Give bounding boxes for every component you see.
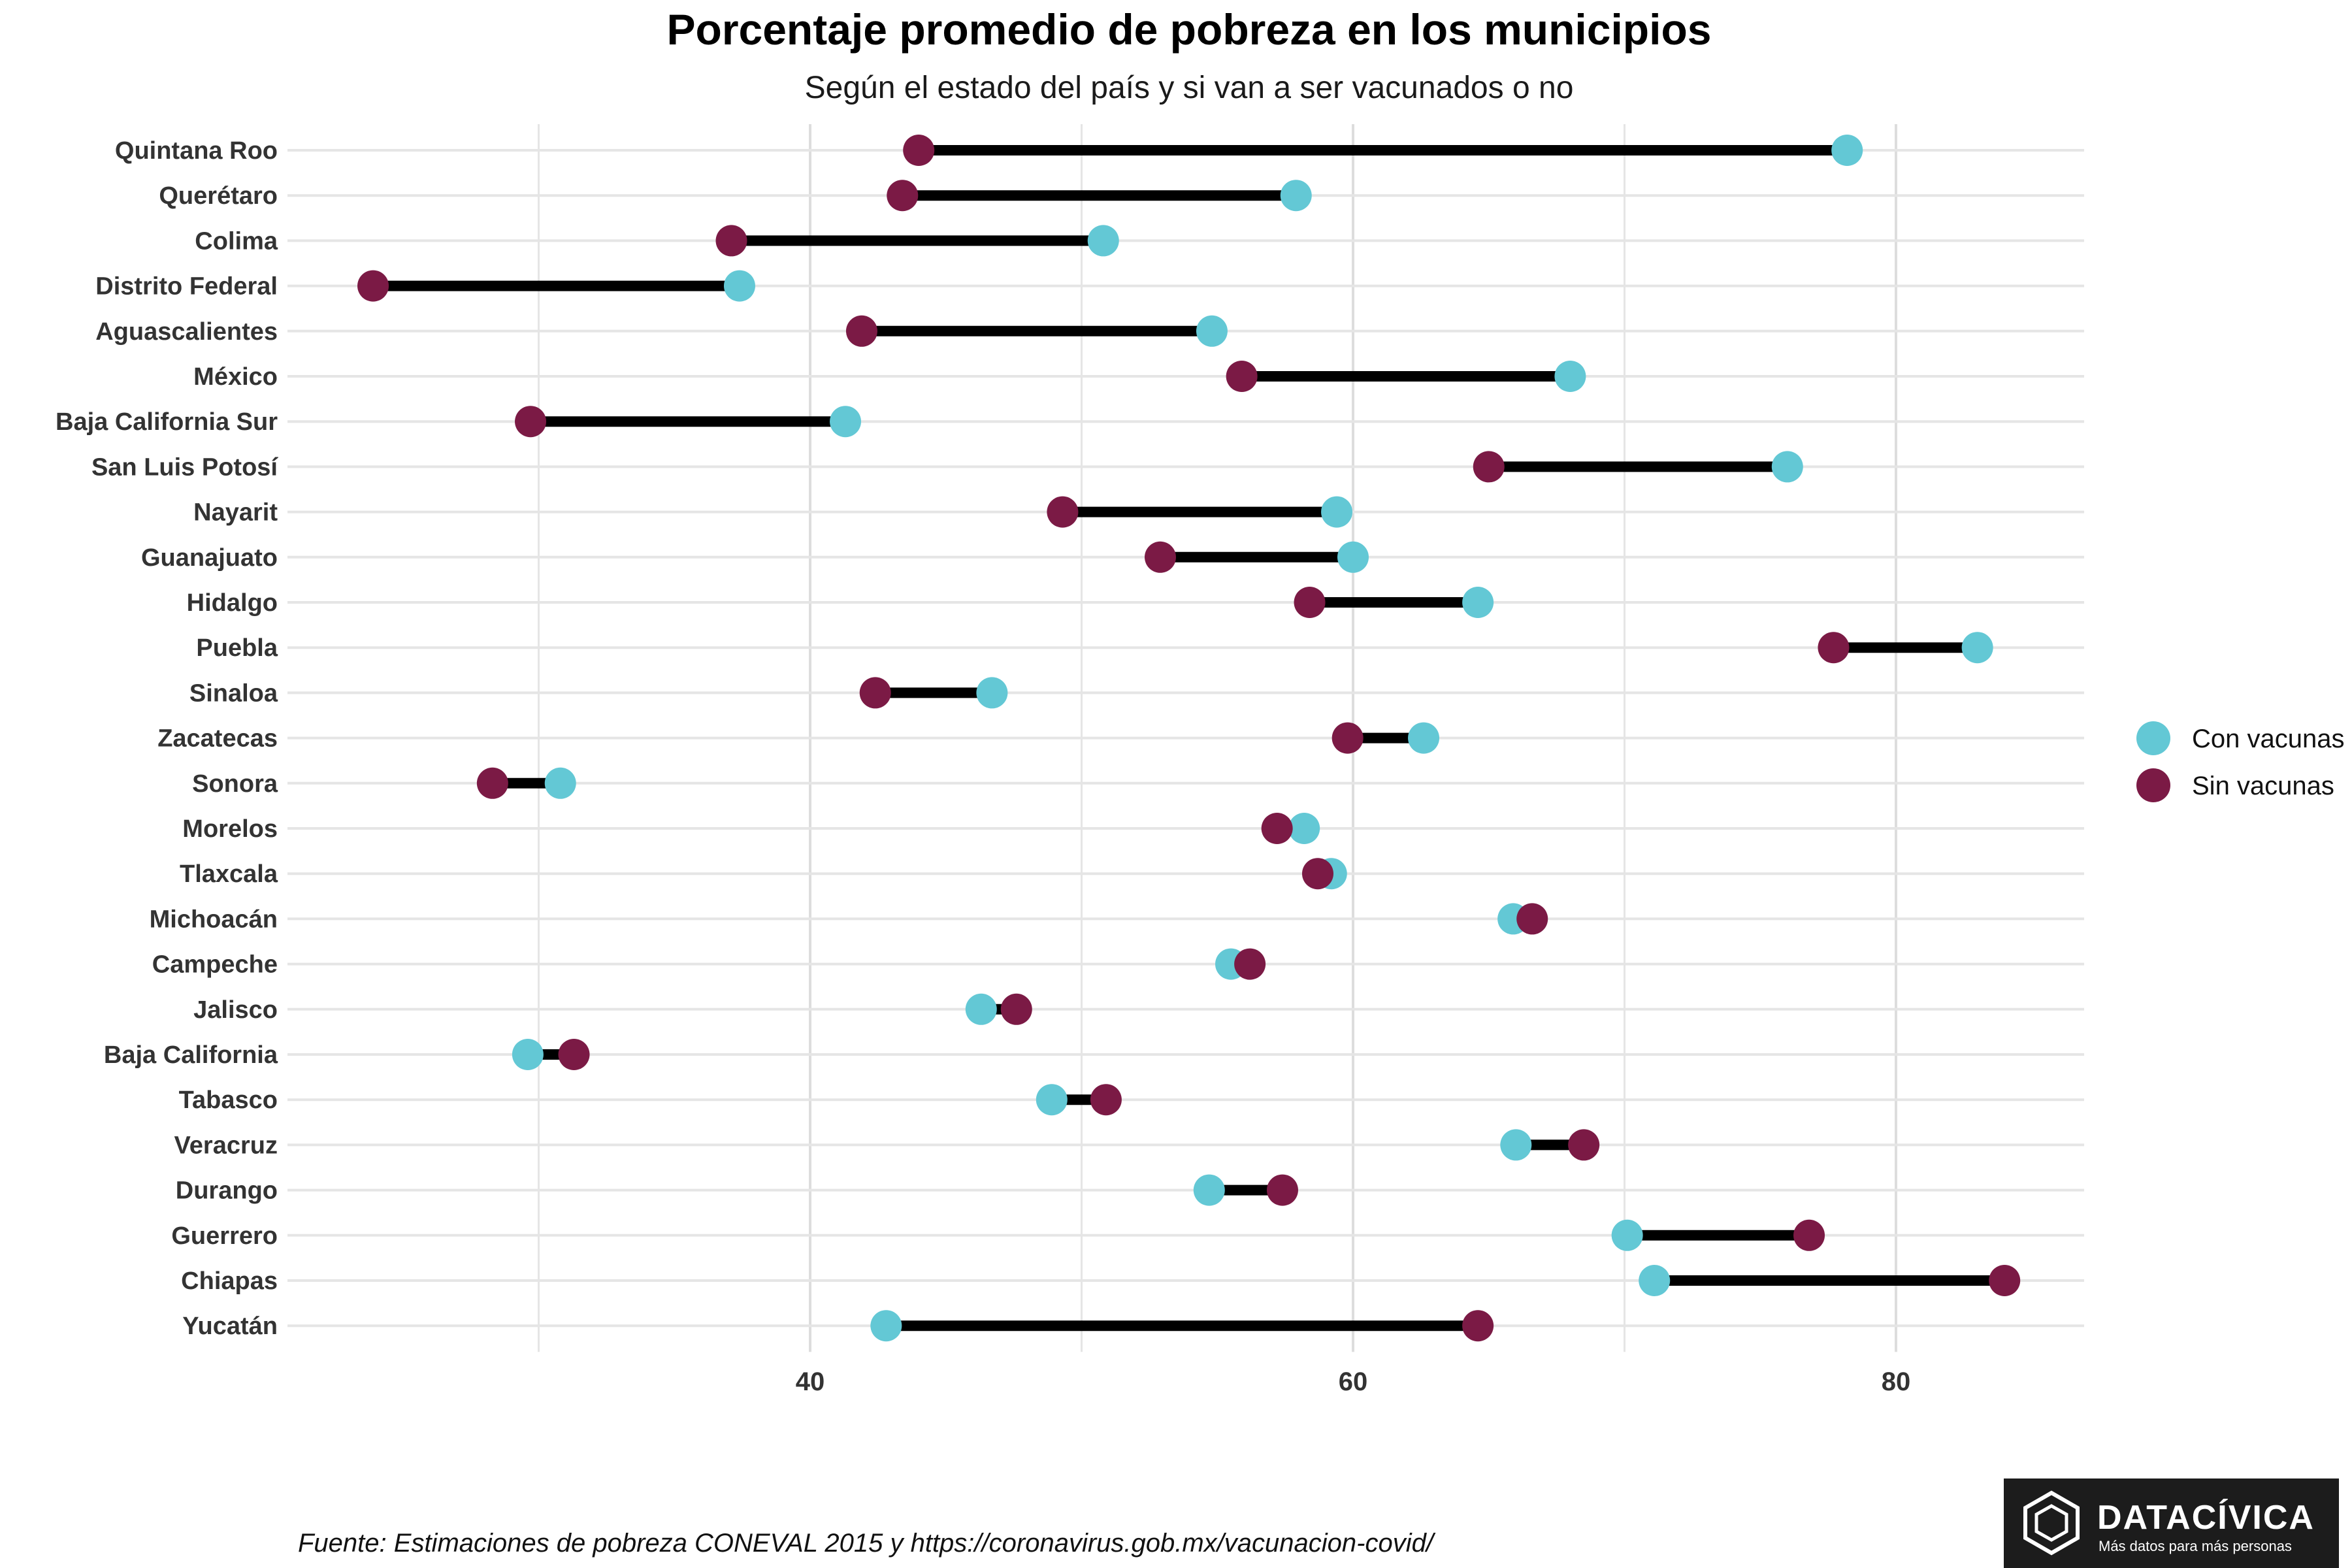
- y-tick-label: Guerrero: [171, 1222, 278, 1250]
- point-sin-vacunas: [1144, 541, 1176, 573]
- point-sin-vacunas: [1261, 813, 1293, 844]
- dumbbell-points: [357, 135, 2021, 1342]
- point-con-vacunas: [512, 1039, 544, 1070]
- gridlines: [287, 124, 2084, 1352]
- point-con-vacunas: [1961, 632, 1993, 664]
- chart-title: Porcentaje promedio de pobreza en los mu…: [667, 5, 1712, 54]
- y-tick-label: Guanajuato: [141, 544, 278, 572]
- point-con-vacunas: [1554, 361, 1586, 392]
- legend-dot-sin-vacunas: [2136, 768, 2170, 802]
- point-con-vacunas: [1337, 541, 1369, 573]
- y-tick-label: Quintana Roo: [115, 137, 278, 165]
- y-tick-label: México: [193, 363, 278, 391]
- x-axis-labels: 40 60 80: [796, 1367, 1911, 1396]
- point-sin-vacunas: [1516, 903, 1548, 935]
- point-sin-vacunas: [715, 225, 747, 257]
- point-sin-vacunas: [1294, 587, 1326, 618]
- point-con-vacunas: [1193, 1174, 1225, 1206]
- y-tick-label: Zacatecas: [157, 725, 278, 753]
- y-tick-label: Aguascalientes: [95, 318, 278, 346]
- point-sin-vacunas: [887, 180, 919, 212]
- y-tick-label: Tlaxcala: [180, 860, 278, 888]
- y-tick-label: Veracruz: [174, 1132, 278, 1159]
- y-tick-label: Colima: [195, 227, 278, 255]
- point-sin-vacunas: [1331, 722, 1364, 754]
- y-tick-label: Sonora: [192, 770, 278, 798]
- y-tick-label: Hidalgo: [187, 589, 278, 617]
- y-tick-label: Sinaloa: [189, 679, 278, 707]
- point-sin-vacunas: [1226, 361, 1258, 392]
- y-tick-label: Michoacán: [150, 906, 278, 933]
- point-sin-vacunas: [1462, 1310, 1494, 1342]
- x-tick-label: 40: [796, 1367, 825, 1396]
- legend-label-con-vacunas: Con vacunas: [2192, 725, 2344, 753]
- point-con-vacunas: [1771, 451, 1803, 483]
- point-con-vacunas: [1280, 180, 1312, 212]
- source-caption: Fuente: Estimaciones de pobreza CONEVAL …: [298, 1529, 1436, 1558]
- y-tick-label: San Luis Potosí: [91, 453, 278, 481]
- point-sin-vacunas: [1473, 451, 1505, 483]
- y-tick-label: Querétaro: [159, 182, 278, 210]
- point-con-vacunas: [965, 993, 997, 1025]
- point-con-vacunas: [1087, 225, 1119, 257]
- point-sin-vacunas: [1568, 1129, 1600, 1161]
- point-sin-vacunas: [1090, 1084, 1122, 1116]
- point-sin-vacunas: [859, 677, 891, 709]
- point-con-vacunas: [1462, 587, 1494, 618]
- point-sin-vacunas: [1266, 1174, 1298, 1206]
- point-sin-vacunas: [1301, 858, 1333, 890]
- y-tick-label: Morelos: [182, 815, 278, 843]
- point-con-vacunas: [870, 1310, 902, 1342]
- y-tick-label: Chiapas: [181, 1267, 278, 1295]
- point-con-vacunas: [830, 406, 862, 438]
- point-con-vacunas: [1036, 1084, 1068, 1116]
- point-con-vacunas: [723, 270, 755, 302]
- legend-dot-con-vacunas: [2136, 721, 2170, 755]
- point-sin-vacunas: [1818, 632, 1850, 664]
- point-con-vacunas: [1831, 135, 1863, 166]
- point-sin-vacunas: [845, 315, 877, 347]
- x-tick-label: 60: [1339, 1367, 1368, 1396]
- point-sin-vacunas: [1047, 496, 1079, 528]
- chart-subtitle: Según el estado del país y si van a ser …: [805, 71, 1574, 105]
- point-con-vacunas: [544, 767, 576, 799]
- point-sin-vacunas: [1234, 948, 1266, 980]
- y-tick-label: Tabasco: [179, 1086, 278, 1114]
- point-con-vacunas: [1196, 315, 1228, 347]
- y-tick-label: Baja California Sur: [56, 408, 278, 436]
- y-tick-label: Baja California: [104, 1041, 278, 1069]
- y-tick-label: Nayarit: [193, 499, 278, 527]
- point-sin-vacunas: [357, 270, 389, 302]
- point-sin-vacunas: [1000, 993, 1032, 1025]
- point-con-vacunas: [1408, 722, 1440, 754]
- y-tick-label: Yucatán: [182, 1313, 278, 1340]
- point-sin-vacunas: [1793, 1219, 1825, 1251]
- point-con-vacunas: [1500, 1129, 1532, 1161]
- point-con-vacunas: [1321, 496, 1353, 528]
- legend: Con vacunas Sin vacunas: [2136, 721, 2344, 802]
- point-sin-vacunas: [1989, 1265, 2021, 1296]
- datacivica-logo: DATACÍVICA Más datos para más personas: [2004, 1478, 2339, 1568]
- y-tick-label: Puebla: [196, 634, 278, 662]
- legend-label-sin-vacunas: Sin vacunas: [2192, 772, 2334, 800]
- y-tick-label: Jalisco: [193, 996, 278, 1024]
- point-sin-vacunas: [476, 767, 508, 799]
- y-tick-label: Durango: [176, 1177, 278, 1205]
- y-axis-labels: Quintana Roo Querétaro Colima Distrito Fede…: [56, 137, 278, 1340]
- y-tick-label: Campeche: [152, 951, 278, 979]
- x-tick-label: 80: [1882, 1367, 1911, 1396]
- point-con-vacunas: [1288, 813, 1320, 844]
- point-con-vacunas: [1639, 1265, 1671, 1296]
- point-sin-vacunas: [903, 135, 935, 166]
- point-con-vacunas: [1611, 1219, 1643, 1251]
- point-sin-vacunas: [558, 1039, 590, 1070]
- point-con-vacunas: [976, 677, 1008, 709]
- datacivica-hexagon-icon: [2023, 1490, 2080, 1556]
- logo-tagline: Más datos para más personas: [2099, 1538, 2292, 1554]
- point-sin-vacunas: [515, 406, 547, 438]
- y-tick-label: Distrito Federal: [95, 273, 278, 301]
- logo-name: DATACÍVICA: [2097, 1499, 2315, 1537]
